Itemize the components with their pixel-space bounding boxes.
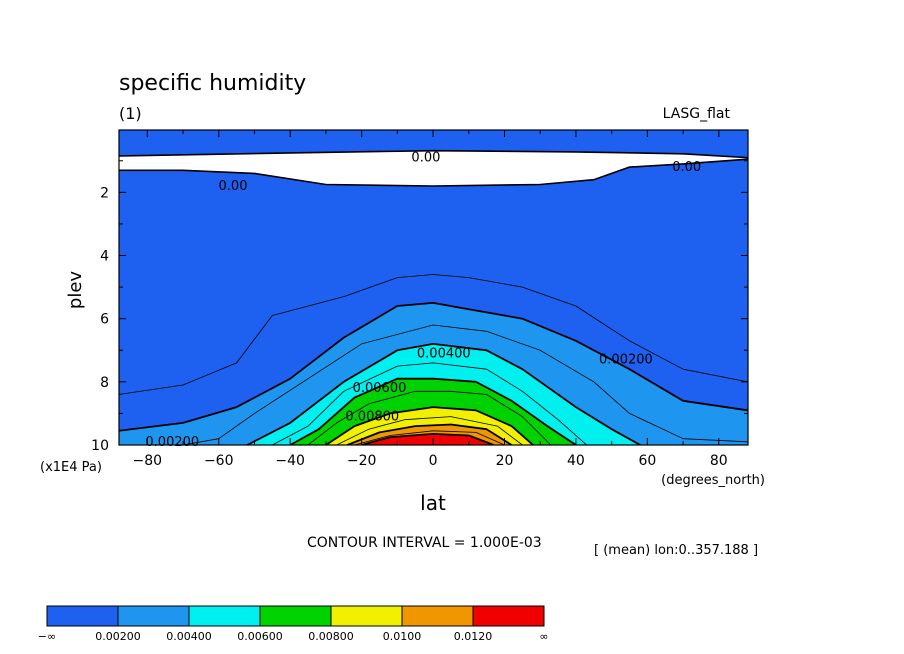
colorbar-label: 0.00400 [166,630,212,643]
colorbar-label: 0.00200 [95,630,141,643]
colorbar-swatch [401,605,474,627]
y-tick-label: 10 [91,438,109,454]
contour-line-0.01 [346,423,513,445]
zero-humidity-region [119,149,748,187]
contour-line-0.011 [354,430,505,445]
contour-line-0.009 [336,416,523,445]
contour-label: 0.00200 [599,353,653,368]
contour-interval-text: CONTOUR INTERVAL = 1.000E-03 [307,535,542,551]
contour-label: 0.00 [219,179,248,194]
colorbar-swatch [330,605,403,627]
x-axis-units: (degrees_north) [661,473,765,488]
colorbar-label: ∞ [539,630,548,643]
y-tick-label: 8 [100,375,109,391]
colorbar-swatch [117,605,190,627]
colorbar-labels: −∞ 0.00200 0.00400 0.00600 0.00800 0.0100 0.01… [38,630,549,643]
y-tick-label: 4 [100,249,109,265]
y-tick-label: 2 [100,185,109,201]
dataset-label: LASG_flat [663,106,731,122]
y-axis-ticks: 2 4 6 8 10 [91,160,748,454]
x-tick-label: −40 [275,453,305,469]
contour-line-0.004 [246,342,641,445]
x-tick-label: 60 [638,453,656,469]
colorbar-swatch [472,605,545,627]
contour-line-0.012 [361,432,495,445]
x-tick-label: 80 [710,453,728,469]
x-tick-label: 40 [567,453,585,469]
y-tick-label: 6 [100,312,109,328]
colorbar-label: 0.0100 [383,630,422,643]
colorbar-label: 0.0120 [454,630,493,643]
colorbar-label: −∞ [38,630,56,643]
x-tick-label: −80 [133,453,163,469]
x-axis-ticks: −80 −60 −40 −20 0 20 40 60 80 [133,130,728,469]
contour-label: 0.00200 [145,435,199,450]
band-fill-0.012 [361,433,494,445]
colorbar [46,605,545,627]
contour-label: 0.00800 [345,410,399,425]
contour-line-0.005 [272,362,587,445]
chart-title: specific humidity [119,71,306,96]
contour-line-0.007 [307,390,552,445]
y-axis-label: plev [65,271,86,310]
contour-label: 0.00600 [353,381,407,396]
colorbar-label: 0.00800 [308,630,354,643]
plot-area [119,130,748,445]
colorbar-swatch [188,605,261,627]
chart-subtitle: (1) [119,104,142,123]
colorbar-swatch [46,605,119,627]
x-tick-label: 0 [429,453,438,469]
contour-label: 0.00 [672,160,701,175]
contour-lines [119,274,748,445]
colorbar-swatch [259,605,332,627]
mean-note: [ (mean) lon:0..357.188 ] [594,543,758,558]
contour-label: 0.00400 [417,346,471,361]
x-axis-label: lat [420,491,446,515]
contour-label: 0.00 [411,151,440,166]
contour-line-0.006 [289,377,577,445]
contour-labels: 0.00 0.00 0.00 0.00400 0.00200 0.00200 0.00600… [145,151,701,450]
contour-line-0.001 [119,274,748,395]
contour-line-0.008 [325,406,534,445]
colorbar-label: 0.00600 [237,630,283,643]
x-tick-label: 20 [496,453,514,469]
contour-line-0.003 [182,324,748,445]
contour-line-0.002 [119,301,748,432]
x-tick-label: −60 [204,453,234,469]
y-axis-units: (x1E4 Pa) [40,460,102,475]
x-tick-label: −20 [347,453,377,469]
